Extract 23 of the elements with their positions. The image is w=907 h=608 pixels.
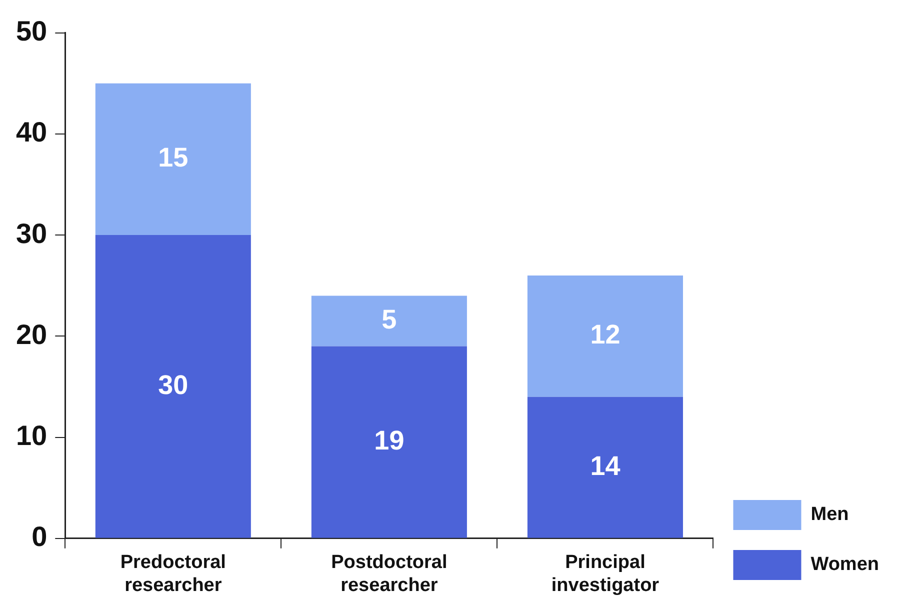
data-label: 19	[374, 426, 404, 456]
y-tick-label: 0	[32, 521, 48, 552]
x-tick-label: Principal investigator	[551, 552, 660, 596]
data-label: 15	[158, 142, 188, 173]
x-tick-label: Postdoctoral researcher	[331, 552, 448, 596]
y-tick-label: 50	[16, 16, 48, 47]
bar	[311, 346, 467, 538]
legend-label: Women	[810, 554, 880, 576]
y-tick-label: 40	[16, 116, 48, 148]
y-tick-label: 30	[16, 218, 48, 249]
data-label: 12	[590, 320, 620, 350]
data-label: 30	[158, 370, 188, 400]
y-tick-label: 20	[16, 318, 48, 350]
bar	[95, 83, 251, 236]
x-tick-label: Predoctoral researcher	[120, 552, 226, 596]
y-tick-label: 10	[16, 420, 48, 451]
legend-label: Men	[810, 504, 849, 526]
bar	[527, 396, 683, 538]
bar	[311, 296, 467, 346]
bar	[527, 275, 683, 397]
bar	[95, 235, 251, 538]
data-label: 5	[382, 304, 397, 334]
data-label: 14	[590, 450, 620, 481]
